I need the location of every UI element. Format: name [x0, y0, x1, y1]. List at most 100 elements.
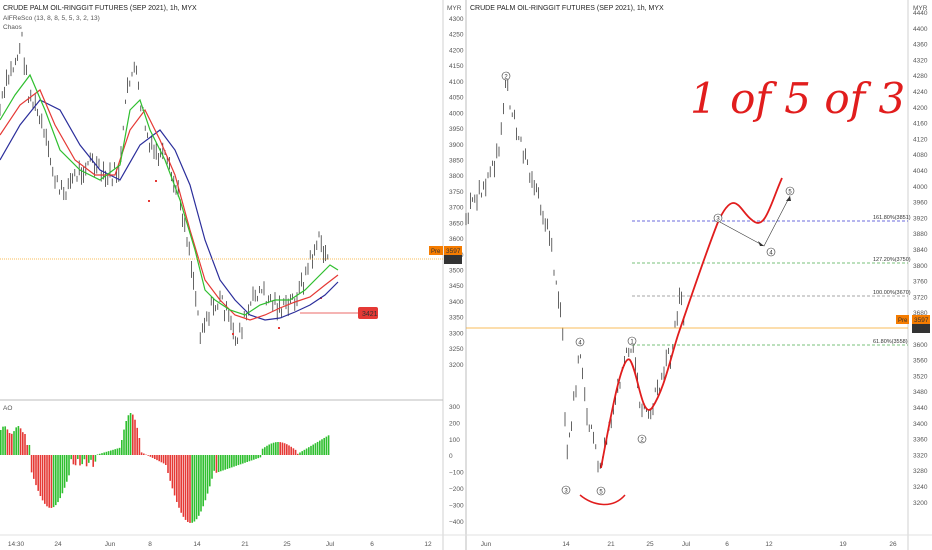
left-price-tick: 3850 [449, 157, 464, 164]
fib-61-label: 61.80%(3558) [873, 339, 908, 345]
left-price-tick: 4200 [449, 47, 464, 54]
ao-axis: 300 200 100 0 −100 −200 −300 −400 [449, 404, 464, 526]
ao-bar [327, 435, 330, 455]
ao-bar [184, 455, 187, 520]
ao-bar [279, 442, 281, 455]
fib-161-label: 161.80%(3851) [873, 215, 911, 221]
ao-bar [171, 455, 174, 489]
left-price-tick: 4250 [449, 32, 464, 39]
ao-bar [66, 455, 68, 482]
right-price-tick: 4400 [913, 26, 928, 33]
left-price-axis: 4300 4250 4200 4150 4100 4050 4000 3950 3900 3850… [449, 16, 464, 369]
projection-arrow-1 [758, 241, 764, 246]
right-price-tick: 3360 [913, 437, 928, 444]
right-price-tick: 4080 [913, 152, 928, 159]
left-price-tick: 3750 [449, 189, 464, 196]
level-label: 3421 [362, 311, 378, 318]
ao-bar [321, 439, 323, 455]
left-price-tick: 4100 [449, 79, 464, 86]
ao-bar [83, 455, 86, 460]
left-price-tick: 3350 [449, 315, 464, 322]
right-price-tick: 3560 [913, 358, 928, 365]
right-price-axis: 4440 4400 4360 4320 4280 4240 4200 4160 4120 4080… [913, 10, 928, 507]
indicator-chaos: Chaos [3, 24, 23, 31]
right-price-tick: 4360 [913, 42, 928, 49]
ao-bar [275, 442, 277, 455]
ao-bar [94, 455, 97, 462]
left-chart-title: CRUDE PALM OIL-RINGGIT FUTURES (SEP 2021… [3, 5, 197, 12]
ao-bar [63, 455, 66, 488]
left-price-tick: 3300 [449, 330, 464, 337]
right-currency: MYR [913, 5, 928, 12]
ao-tick: 100 [449, 437, 460, 444]
right-price-tick: 3680 [913, 310, 928, 317]
ao-bar [299, 452, 301, 455]
ao-bar [283, 443, 286, 455]
ao-bar [187, 455, 189, 522]
right-price-tick: 4160 [913, 121, 928, 128]
right-price-tick: 4440 [913, 10, 928, 17]
left-price-tick: 4150 [449, 63, 464, 70]
right-time-tick: Jun [481, 541, 492, 548]
ao-bar [134, 419, 136, 455]
alligator-jaw-line [0, 99, 339, 321]
right-time-tick: 14 [562, 541, 570, 548]
ao-bar [6, 429, 9, 455]
ao-bar [15, 427, 17, 455]
left-pre-price: 3597 [446, 248, 461, 255]
ao-bar [156, 455, 158, 461]
ao-bar [176, 455, 178, 502]
wave-label-4-proj: 4 [766, 247, 776, 257]
right-price-tick: 4280 [913, 73, 928, 80]
wave-label-2: 2 [637, 434, 647, 444]
ao-bar [213, 455, 215, 471]
right-price-tick: 3240 [913, 484, 928, 491]
ao-bar [242, 455, 244, 464]
ao-bar [35, 455, 37, 486]
left-time-tick: 21 [241, 541, 249, 548]
ao-bar [193, 455, 196, 522]
left-price-tick: 3800 [449, 173, 464, 180]
right-price-tick: 3880 [913, 231, 928, 238]
right-price-tick: 4040 [913, 168, 928, 175]
right-price-tick: 3920 [913, 215, 928, 222]
ao-bar [46, 455, 48, 507]
left-price-tick: 4300 [449, 16, 464, 23]
ao-bar [129, 413, 132, 455]
ao-bar [8, 433, 11, 455]
ao-bar [244, 455, 246, 463]
ao-bar [26, 445, 28, 455]
right-price-tick: 3320 [913, 452, 928, 459]
ao-bar [55, 455, 57, 506]
ao-bar [158, 455, 160, 462]
ao-bar [17, 426, 20, 455]
ao-bar [77, 455, 79, 460]
ao-bar [195, 455, 198, 520]
left-price-label: 3597 [446, 257, 461, 264]
ao-bar [200, 455, 202, 512]
ao-bar [24, 433, 26, 455]
right-price-tick: 4000 [913, 184, 928, 191]
right-pre-badge [896, 315, 909, 324]
ao-histogram [0, 413, 330, 523]
left-time-tick: Jul [326, 541, 335, 548]
ao-bar [116, 448, 119, 455]
left-price-tick: 3700 [449, 205, 464, 212]
ao-bar [246, 455, 248, 463]
ao-bar [268, 444, 270, 455]
right-price-tick: 3400 [913, 421, 928, 428]
right-time-axis: Jun 14 21 25 Jul 6 12 19 26 [481, 541, 897, 548]
left-time-tick: 12 [424, 541, 432, 548]
ao-bar [303, 449, 306, 455]
ao-bar [319, 440, 321, 455]
hand-drawn-arc [579, 494, 626, 506]
svg-text:3: 3 [564, 489, 568, 495]
ao-bar [125, 420, 127, 455]
ao-bar [30, 455, 33, 473]
ao-bar [151, 455, 154, 458]
ao-bar [250, 455, 253, 461]
ao-bar [96, 454, 99, 455]
svg-text:3: 3 [716, 217, 720, 223]
left-time-tick: 24 [54, 541, 62, 548]
ao-tick: 300 [449, 404, 460, 411]
